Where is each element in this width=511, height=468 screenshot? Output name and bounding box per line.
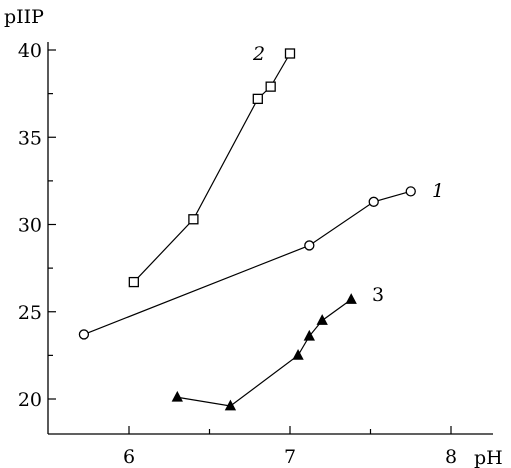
series-label: 3 [372,284,384,306]
y-tick-label: 25 [18,302,42,324]
data-point [292,349,304,360]
x-axis-label: pH [474,447,503,468]
y-axis-label: pIIP [4,6,44,28]
data-point [405,186,416,197]
data-point [368,196,379,207]
data-point [304,240,315,251]
data-point [345,293,357,304]
data-point [252,93,263,105]
data-point [265,81,276,92]
ticks: 20 25 30 35 40 6 7 8 [18,40,457,468]
data-point [171,390,183,402]
series-group: 1 2 3 [78,43,444,411]
data-point [128,276,139,288]
data-point [78,329,90,340]
series-1: 1 [78,180,444,340]
x-tick-label: 7 [284,446,296,468]
x-tick-label: 6 [123,446,135,468]
data-point [316,314,328,325]
data-point [284,48,296,59]
data-point [188,214,199,225]
series-label: 1 [432,180,444,202]
series-3: 3 [171,284,384,411]
data-point [224,399,237,411]
x-tick-label: 8 [445,446,457,468]
y-tick-label: 30 [18,215,42,237]
y-tick-label: 35 [18,127,42,149]
axes [47,42,493,435]
series-line [83,190,411,335]
y-tick-label: 20 [18,389,42,411]
series-2: 2 [128,43,296,288]
y-tick-label: 40 [18,40,42,62]
data-point [303,329,315,341]
series-line [177,299,352,407]
series-label: 2 [252,43,265,65]
